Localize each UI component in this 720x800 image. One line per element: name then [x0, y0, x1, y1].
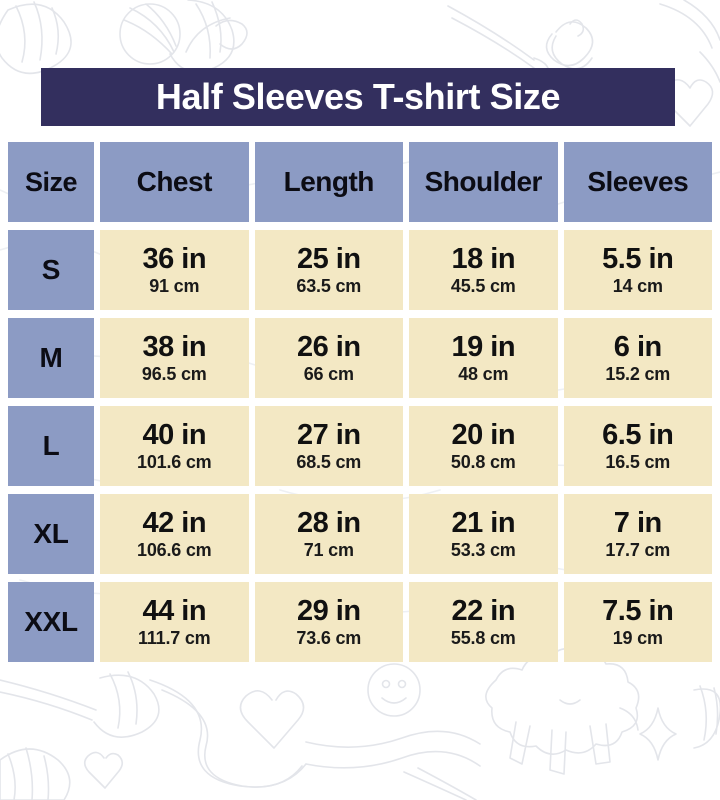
length-inches: 25 in [296, 242, 361, 275]
size-label: S [8, 230, 94, 310]
yarn-ball-icon [0, 1, 72, 75]
chest-inches: 44 in [142, 594, 207, 627]
heart-icon [83, 751, 124, 789]
sleeves-inches: 6.5 in [602, 418, 674, 451]
length-cell: 28 in 71 cm [254, 494, 403, 574]
length-cell: 26 in 66 cm [254, 318, 403, 398]
sleeves-cell: 7 in 17.7 cm [563, 494, 712, 574]
length-cell: 29 in 73.6 cm [254, 582, 403, 662]
sheep-icon [485, 648, 640, 775]
length-cm: 63.5 cm [296, 276, 362, 297]
chest-inches: 42 in [142, 506, 207, 539]
column-header-size: Size [8, 142, 94, 222]
length-inches: 28 in [296, 506, 361, 539]
sleeves-cm: 15.2 cm [605, 364, 671, 385]
sleeves-cell: 6 in 15.2 cm [563, 318, 712, 398]
chest-cm: 101.6 cm [137, 452, 212, 473]
safety-pin-icon [545, 19, 594, 70]
heart-icon [239, 690, 305, 749]
table-row: S 36 in 91 cm 25 in 63.5 cm 18 in 45.5 c… [8, 230, 712, 310]
length-inches: 26 in [296, 330, 361, 363]
knitting-needles-icon [0, 679, 97, 721]
yarn-strand-icon [149, 679, 481, 788]
chest-cm: 106.6 cm [137, 540, 212, 561]
chest-cell: 36 in 91 cm [100, 230, 249, 310]
size-label: L [8, 406, 94, 486]
column-header-sleeves: Sleeves [563, 142, 712, 222]
length-cm: 71 cm [303, 540, 354, 561]
sleeves-cm: 16.5 cm [605, 452, 671, 473]
sleeves-cell: 6.5 in 16.5 cm [563, 406, 712, 486]
length-cm: 73.6 cm [296, 628, 362, 649]
page-title: Half Sleeves T-shirt Size [155, 76, 561, 117]
chest-cm: 111.7 cm [138, 628, 211, 649]
length-inches: 29 in [296, 594, 361, 627]
sleeves-cell: 7.5 in 19 cm [563, 582, 712, 662]
column-header-chest: Chest [100, 142, 249, 222]
sleeves-cell: 5.5 in 14 cm [563, 230, 712, 310]
table-row: XL 42 in 106.6 cm 28 in 71 cm 21 in 53.3… [8, 494, 712, 574]
shoulder-cell: 21 in 53.3 cm [409, 494, 558, 574]
shoulder-inches: 20 in [451, 418, 516, 451]
table-row: XXL 44 in 111.7 cm 29 in 73.6 cm 22 in 5… [8, 582, 712, 662]
shoulder-cell: 20 in 50.8 cm [409, 406, 558, 486]
chart-title-banner: Half Sleeves T-shirt Size [41, 68, 675, 126]
sleeves-cm: 17.7 cm [605, 540, 671, 561]
shoulder-cell: 19 in 48 cm [409, 318, 558, 398]
yarn-ball-icon [693, 685, 720, 749]
knitting-needles-icon [403, 767, 477, 800]
shoulder-inches: 22 in [451, 594, 516, 627]
sleeves-cm: 19 cm [612, 628, 663, 649]
column-header-shoulder: Shoulder [409, 142, 558, 222]
shoulder-cm: 48 cm [458, 364, 509, 385]
size-label: XXL [8, 582, 94, 662]
yarn-ball-icon [0, 747, 71, 800]
column-header-length: Length [254, 142, 403, 222]
button-icon [367, 663, 421, 717]
shoulder-cm: 45.5 cm [450, 276, 516, 297]
chest-cm: 91 cm [149, 276, 200, 297]
shoulder-cm: 50.8 cm [450, 452, 516, 473]
chest-cm: 96.5 cm [141, 364, 207, 385]
chest-cell: 40 in 101.6 cm [100, 406, 249, 486]
sparkle-icon [639, 707, 677, 761]
yarn-ball-icon [169, 0, 248, 73]
size-label: M [8, 318, 94, 398]
sleeves-inches: 6 in [613, 330, 662, 363]
sleeves-cm: 14 cm [612, 276, 663, 297]
table-header-row: Size Chest Length Shoulder Sleeves [8, 142, 712, 222]
shoulder-cm: 53.3 cm [450, 540, 516, 561]
length-cell: 25 in 63.5 cm [254, 230, 403, 310]
size-chart-table: Size Chest Length Shoulder Sleeves S 36 … [8, 142, 712, 662]
shoulder-inches: 19 in [451, 330, 516, 363]
length-cell: 27 in 68.5 cm [254, 406, 403, 486]
length-inches: 27 in [296, 418, 361, 451]
yarn-ball-icon [119, 3, 181, 65]
table-row: L 40 in 101.6 cm 27 in 68.5 cm 20 in 50.… [8, 406, 712, 486]
chest-inches: 36 in [142, 242, 207, 275]
sleeves-inches: 7 in [613, 506, 662, 539]
shoulder-cm: 55.8 cm [450, 628, 516, 649]
sleeves-inches: 7.5 in [602, 594, 674, 627]
chest-cell: 44 in 111.7 cm [100, 582, 249, 662]
size-label: XL [8, 494, 94, 574]
chest-cell: 38 in 96.5 cm [100, 318, 249, 398]
table-row: M 38 in 96.5 cm 26 in 66 cm 19 in 48 cm … [8, 318, 712, 398]
shoulder-cell: 18 in 45.5 cm [409, 230, 558, 310]
sleeves-inches: 5.5 in [602, 242, 674, 275]
chest-inches: 38 in [142, 330, 207, 363]
shoulder-cell: 22 in 55.8 cm [409, 582, 558, 662]
chest-cell: 42 in 106.6 cm [100, 494, 249, 574]
chest-inches: 40 in [142, 418, 207, 451]
shoulder-inches: 18 in [451, 242, 516, 275]
shoulder-inches: 21 in [451, 506, 516, 539]
yarn-ball-icon [93, 671, 160, 738]
length-cm: 66 cm [303, 364, 354, 385]
length-cm: 68.5 cm [296, 452, 362, 473]
